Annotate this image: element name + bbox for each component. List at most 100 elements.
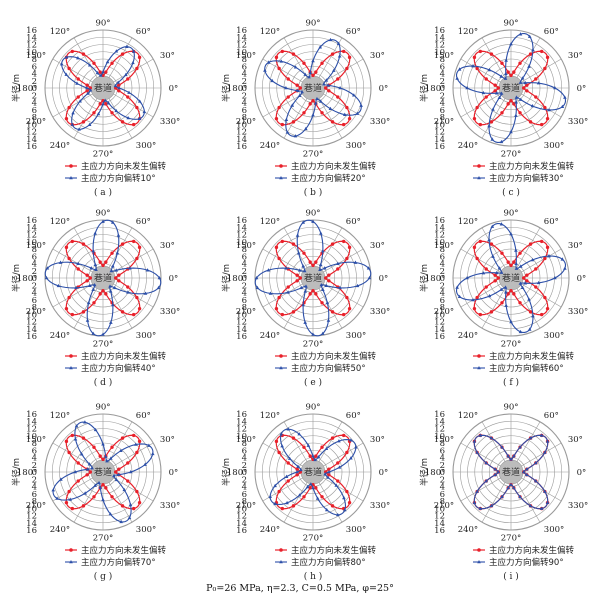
angle-label: 240° [50, 331, 70, 341]
radial-tick-label: 14 [26, 417, 37, 427]
deflected-marker [534, 460, 538, 465]
y-axis-label: 半径/m [419, 458, 430, 486]
baseline-marker [345, 489, 349, 494]
baseline-marker [291, 310, 296, 314]
deflected-marker [536, 81, 541, 85]
baseline-marker [135, 450, 139, 455]
deflected-marker [133, 442, 138, 446]
deflected-marker [563, 266, 567, 270]
deflected-marker [55, 496, 59, 500]
deflected-marker [349, 438, 353, 442]
deflected-marker [318, 262, 323, 267]
radial-tick-label: 12 [26, 41, 37, 51]
deflected-marker [366, 266, 371, 270]
baseline-marker [104, 70, 108, 74]
baseline-marker [489, 310, 494, 314]
baseline-marker [98, 70, 102, 74]
deflected-marker [321, 331, 325, 335]
deflected-marker [527, 64, 531, 68]
angle-label: 0° [577, 84, 587, 94]
deflected-marker [93, 262, 98, 267]
angle-label: 150° [434, 51, 454, 61]
baseline-marker [286, 95, 290, 99]
baseline-marker [295, 467, 299, 471]
baseline-marker [104, 260, 108, 264]
deflected-marker [528, 436, 533, 440]
radial-tick-label: 16 [26, 410, 37, 420]
baseline-marker [274, 439, 279, 444]
deflected-marker [87, 462, 92, 466]
deflected-marker [514, 100, 518, 104]
baseline-marker [280, 49, 285, 54]
deflected-marker [311, 332, 315, 336]
baseline-marker [67, 295, 71, 300]
deflected-marker [270, 78, 274, 83]
baseline-marker [277, 256, 281, 261]
baseline-marker [295, 279, 299, 283]
radial-tick-label: 12 [434, 512, 445, 522]
angle-label: 270° [93, 340, 113, 350]
legend-marker-deflected [477, 560, 481, 564]
deflected-marker [101, 497, 105, 502]
deflected-marker [527, 327, 532, 331]
deflected-marker [87, 283, 92, 287]
deflected-marker [105, 60, 110, 64]
radial-tick-label: 2 [242, 77, 247, 87]
angle-label: 90° [95, 208, 110, 218]
panel-label: ( d ) [94, 377, 113, 388]
deflected-marker [83, 420, 87, 424]
baseline-marker [320, 111, 324, 115]
radial-tick-label: 6 [440, 106, 445, 116]
baseline-marker [528, 242, 533, 246]
baseline-marker [98, 454, 102, 458]
baseline-marker [81, 242, 86, 246]
baseline-marker [131, 239, 136, 244]
deflected-marker [143, 462, 147, 466]
legend-label-deflected: 主应力方向偏转50° [291, 363, 366, 374]
deflected-marker [98, 485, 103, 489]
deflected-marker [481, 90, 486, 95]
deflected-marker [509, 457, 513, 461]
baseline-marker [302, 251, 306, 255]
angle-label: 60° [346, 27, 361, 37]
deflected-marker [85, 318, 90, 322]
baseline-marker [545, 116, 550, 121]
legend-label-deflected: 主应力方向偏转70° [81, 557, 156, 568]
deflected-marker [324, 283, 329, 287]
deflected-marker [103, 98, 108, 102]
deflected-marker [79, 452, 84, 456]
baseline-marker [131, 122, 136, 127]
angle-label: 210° [434, 501, 454, 511]
angle-label: 330° [568, 307, 588, 317]
deflected-marker [285, 500, 289, 505]
baseline-marker [280, 239, 285, 244]
radial-tick-label: 12 [26, 128, 37, 138]
angle-label: 300° [544, 141, 564, 151]
legend-marker-deflected [279, 176, 283, 180]
radial-tick-label: 12 [434, 318, 445, 328]
deflected-marker [457, 294, 462, 299]
deflected-marker [354, 445, 358, 449]
deflected-marker [496, 470, 501, 474]
baseline-marker [525, 83, 529, 87]
radial-tick-label: 16 [26, 26, 37, 36]
legend-marker-baseline [279, 354, 283, 358]
baseline-marker [528, 310, 533, 314]
angle-label: 270° [501, 150, 521, 160]
radial-tick-label: 4 [440, 70, 445, 80]
radial-tick-label: 14 [434, 135, 445, 145]
deflected-marker [105, 459, 109, 463]
angle-label: 150° [434, 435, 454, 445]
baseline-marker [67, 105, 71, 110]
radial-tick-label: 8 [242, 497, 247, 507]
radial-tick-label: 12 [26, 231, 37, 241]
baseline-marker [92, 495, 96, 499]
baseline-marker [472, 55, 477, 60]
angle-label: 90° [503, 18, 518, 28]
baseline-marker [64, 439, 69, 444]
deflected-marker [518, 80, 523, 84]
deflected-marker [475, 489, 479, 493]
baseline-marker [298, 276, 303, 280]
baseline-marker [92, 301, 96, 305]
baseline-marker [500, 251, 504, 255]
